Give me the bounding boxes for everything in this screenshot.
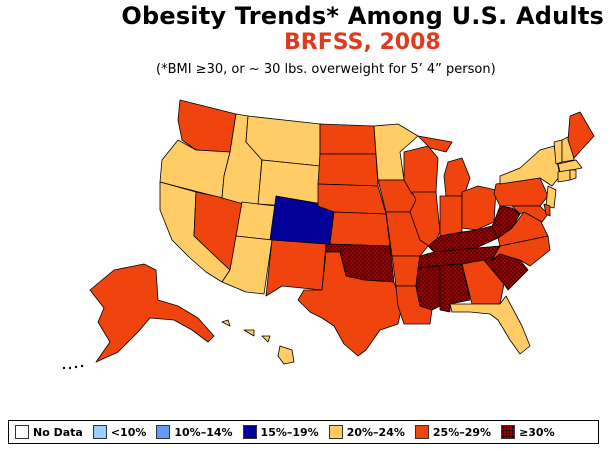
bmi-footnote: (*BMI ≥30, or ~ 30 lbs. overweight for 5… <box>156 62 496 77</box>
legend-swatch <box>156 425 171 439</box>
state-FL[interactable] <box>449 295 531 355</box>
state-ND[interactable] <box>319 123 377 155</box>
state-IN[interactable] <box>439 195 463 237</box>
map-subtitle: BRFSS, 2008 <box>284 30 441 55</box>
state-OH[interactable] <box>461 185 497 231</box>
map-title: Obesity Trends* Among U.S. Adults <box>121 2 604 30</box>
state-IL[interactable] <box>409 191 441 249</box>
state-NM[interactable] <box>265 239 327 297</box>
state-RI[interactable] <box>569 169 577 181</box>
legend-swatch <box>414 425 429 439</box>
state-NE[interactable] <box>317 183 387 215</box>
legend-swatch <box>328 425 343 439</box>
legend-item: 10%–14% <box>156 425 233 439</box>
state-WA[interactable] <box>177 99 237 153</box>
state-WI[interactable] <box>403 145 439 195</box>
state-MS[interactable] <box>415 265 441 311</box>
state-SD[interactable] <box>317 153 379 187</box>
legend-swatch <box>501 425 516 439</box>
legend-label: 25%–29% <box>432 425 492 439</box>
state-GA[interactable] <box>461 259 505 305</box>
state-TX[interactable] <box>297 251 403 357</box>
aleutian-islands <box>62 364 84 370</box>
state-HI[interactable] <box>221 319 295 365</box>
legend-swatch <box>15 425 29 439</box>
legend-item: No Data <box>15 425 83 439</box>
state-MA[interactable] <box>557 159 583 173</box>
legend-item: 20%–24% <box>328 425 405 439</box>
legend-label: ≥30% <box>519 425 555 439</box>
state-MN[interactable] <box>373 123 419 181</box>
legend-label: 20%–24% <box>346 425 405 439</box>
state-NJ[interactable] <box>545 185 557 209</box>
legend-item: 25%–29% <box>414 425 492 439</box>
legend-swatch <box>92 425 107 439</box>
legend-label: 10%–14% <box>174 425 233 439</box>
state-ME[interactable] <box>567 111 595 159</box>
legend-label: 15%–19% <box>260 425 319 439</box>
map-legend: No Data <10% 10%–14% 15%–19% 20%–24% 25%–29% ≥… <box>8 420 599 444</box>
legend-label: No Data <box>33 425 83 439</box>
state-KS[interactable] <box>329 211 391 247</box>
legend-label: <10% <box>110 425 147 439</box>
state-AK[interactable] <box>89 263 215 363</box>
legend-item: <10% <box>92 425 147 439</box>
legend-item: 15%–19% <box>242 425 319 439</box>
state-DE[interactable] <box>543 203 551 217</box>
state-CT[interactable] <box>557 169 571 183</box>
legend-item: ≥30% <box>501 425 555 439</box>
state-UT[interactable] <box>235 201 277 241</box>
state-MD[interactable] <box>511 205 549 223</box>
legend-swatch <box>242 425 257 439</box>
state-AR[interactable] <box>391 255 421 287</box>
